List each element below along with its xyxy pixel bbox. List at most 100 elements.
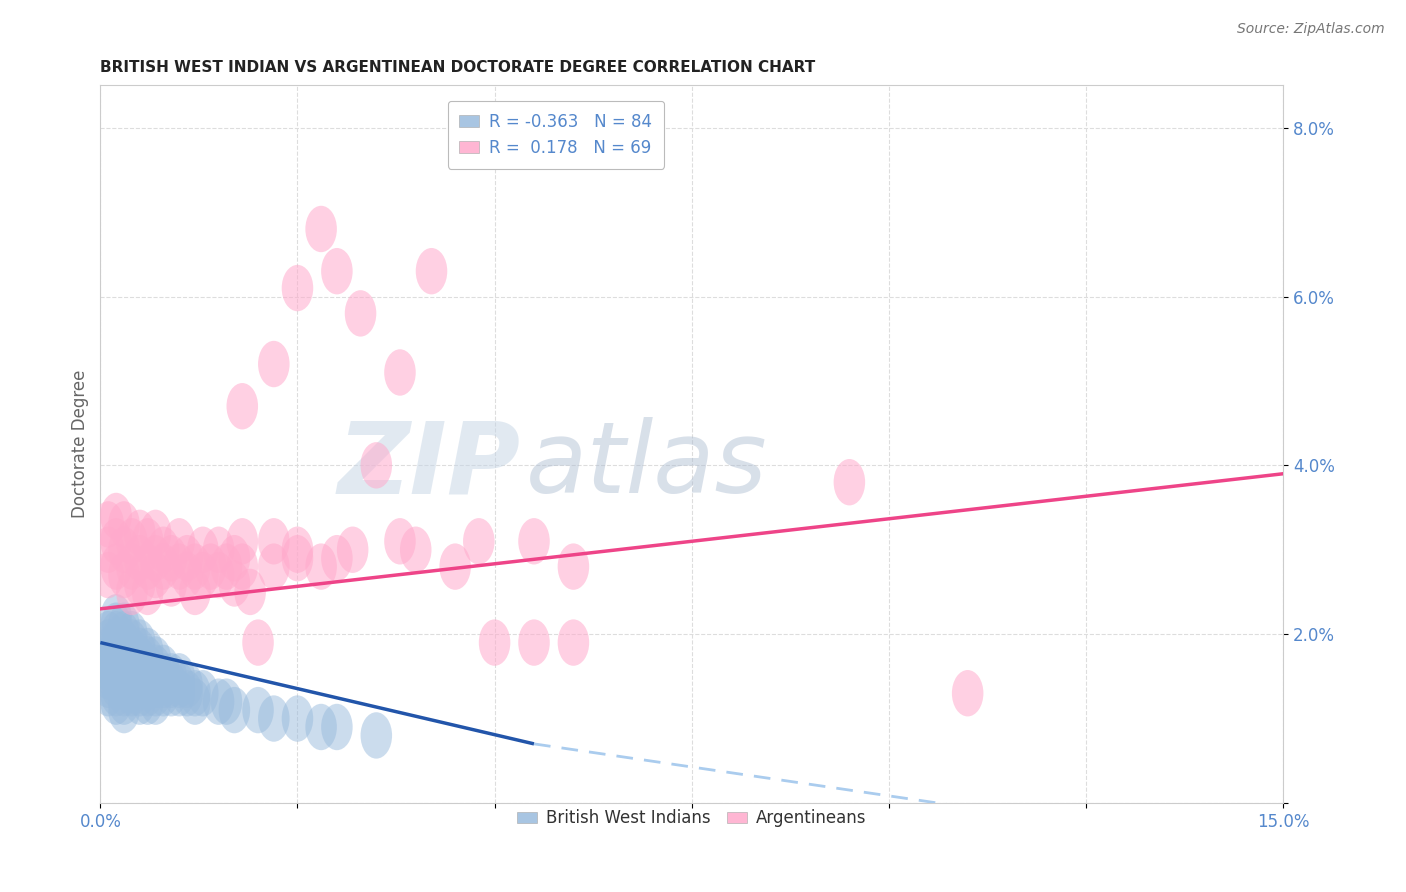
Ellipse shape: [148, 526, 179, 573]
Ellipse shape: [124, 628, 156, 674]
Ellipse shape: [132, 670, 163, 716]
Ellipse shape: [100, 602, 132, 648]
Ellipse shape: [360, 442, 392, 489]
Ellipse shape: [156, 670, 187, 716]
Ellipse shape: [100, 670, 132, 716]
Ellipse shape: [108, 628, 139, 674]
Text: ZIP: ZIP: [337, 417, 520, 515]
Ellipse shape: [139, 535, 172, 582]
Ellipse shape: [117, 670, 148, 716]
Ellipse shape: [558, 543, 589, 590]
Text: Source: ZipAtlas.com: Source: ZipAtlas.com: [1237, 22, 1385, 37]
Ellipse shape: [100, 543, 132, 590]
Ellipse shape: [139, 653, 172, 699]
Ellipse shape: [132, 679, 163, 725]
Ellipse shape: [384, 350, 416, 396]
Ellipse shape: [242, 619, 274, 665]
Ellipse shape: [108, 602, 139, 648]
Ellipse shape: [305, 206, 337, 252]
Ellipse shape: [117, 611, 148, 657]
Ellipse shape: [124, 670, 156, 716]
Ellipse shape: [156, 653, 187, 699]
Ellipse shape: [321, 248, 353, 294]
Ellipse shape: [952, 670, 983, 716]
Ellipse shape: [163, 653, 195, 699]
Ellipse shape: [187, 670, 218, 716]
Ellipse shape: [108, 670, 139, 716]
Ellipse shape: [235, 569, 266, 615]
Ellipse shape: [124, 662, 156, 708]
Ellipse shape: [100, 518, 132, 565]
Ellipse shape: [218, 687, 250, 733]
Ellipse shape: [108, 662, 139, 708]
Ellipse shape: [226, 383, 259, 429]
Ellipse shape: [218, 560, 250, 607]
Ellipse shape: [108, 645, 139, 691]
Ellipse shape: [124, 509, 156, 556]
Ellipse shape: [100, 492, 132, 539]
Ellipse shape: [139, 670, 172, 716]
Ellipse shape: [117, 653, 148, 699]
Ellipse shape: [93, 619, 124, 665]
Ellipse shape: [834, 459, 865, 506]
Ellipse shape: [132, 543, 163, 590]
Ellipse shape: [100, 636, 132, 682]
Ellipse shape: [124, 653, 156, 699]
Ellipse shape: [384, 518, 416, 565]
Ellipse shape: [100, 653, 132, 699]
Ellipse shape: [187, 552, 218, 599]
Ellipse shape: [117, 518, 148, 565]
Ellipse shape: [93, 611, 124, 657]
Ellipse shape: [132, 569, 163, 615]
Ellipse shape: [202, 552, 235, 599]
Ellipse shape: [399, 526, 432, 573]
Ellipse shape: [139, 509, 172, 556]
Ellipse shape: [108, 501, 139, 548]
Ellipse shape: [124, 535, 156, 582]
Ellipse shape: [139, 636, 172, 682]
Ellipse shape: [179, 670, 211, 716]
Ellipse shape: [321, 535, 353, 582]
Ellipse shape: [117, 543, 148, 590]
Ellipse shape: [93, 662, 124, 708]
Ellipse shape: [416, 248, 447, 294]
Ellipse shape: [337, 526, 368, 573]
Ellipse shape: [139, 645, 172, 691]
Ellipse shape: [440, 543, 471, 590]
Ellipse shape: [108, 619, 139, 665]
Ellipse shape: [100, 619, 132, 665]
Ellipse shape: [124, 645, 156, 691]
Ellipse shape: [226, 543, 259, 590]
Ellipse shape: [148, 645, 179, 691]
Ellipse shape: [93, 628, 124, 674]
Ellipse shape: [93, 670, 124, 716]
Ellipse shape: [344, 290, 377, 336]
Ellipse shape: [148, 670, 179, 716]
Ellipse shape: [211, 679, 242, 725]
Ellipse shape: [156, 560, 187, 607]
Ellipse shape: [132, 636, 163, 682]
Ellipse shape: [179, 679, 211, 725]
Ellipse shape: [108, 526, 139, 573]
Ellipse shape: [148, 653, 179, 699]
Ellipse shape: [124, 619, 156, 665]
Ellipse shape: [463, 518, 495, 565]
Ellipse shape: [281, 265, 314, 311]
Ellipse shape: [360, 712, 392, 758]
Ellipse shape: [139, 662, 172, 708]
Ellipse shape: [259, 518, 290, 565]
Ellipse shape: [163, 518, 195, 565]
Ellipse shape: [108, 611, 139, 657]
Ellipse shape: [163, 543, 195, 590]
Ellipse shape: [558, 619, 589, 665]
Ellipse shape: [281, 696, 314, 742]
Ellipse shape: [108, 679, 139, 725]
Ellipse shape: [187, 526, 218, 573]
Ellipse shape: [100, 594, 132, 640]
Y-axis label: Doctorate Degree: Doctorate Degree: [72, 370, 89, 518]
Text: BRITISH WEST INDIAN VS ARGENTINEAN DOCTORATE DEGREE CORRELATION CHART: BRITISH WEST INDIAN VS ARGENTINEAN DOCTO…: [100, 60, 815, 75]
Ellipse shape: [259, 341, 290, 387]
Ellipse shape: [108, 636, 139, 682]
Ellipse shape: [117, 569, 148, 615]
Ellipse shape: [132, 653, 163, 699]
